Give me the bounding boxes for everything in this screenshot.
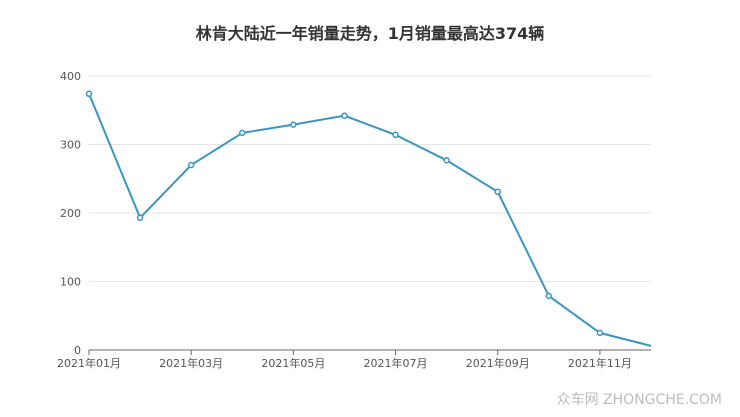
data-point[interactable] bbox=[239, 129, 246, 137]
data-point[interactable] bbox=[341, 112, 348, 119]
series-layer bbox=[85, 90, 652, 347]
y-tick-label: 0 bbox=[74, 344, 81, 357]
x-tick-label: 2021年11月 bbox=[568, 356, 632, 370]
data-point[interactable] bbox=[392, 131, 399, 139]
series-line bbox=[88, 93, 652, 347]
data-point[interactable] bbox=[136, 214, 144, 222]
y-tick-label: 200 bbox=[60, 207, 81, 220]
grid-lines bbox=[89, 75, 651, 282]
y-tick-label: 100 bbox=[60, 276, 81, 289]
chart-title: 林肯大陆近一年销量走势，1月销量最高达374辆 bbox=[195, 24, 545, 43]
data-point[interactable] bbox=[187, 161, 195, 169]
data-point[interactable] bbox=[596, 329, 604, 337]
x-tick-label: 2021年09月 bbox=[466, 356, 530, 370]
x-axis-ticks: 2021年01月 2021年03月 2021年05月 2021年07月 2021年09月… bbox=[57, 350, 632, 370]
x-tick-label: 2021年03月 bbox=[159, 356, 223, 370]
x-tick-label: 2021年05月 bbox=[261, 356, 325, 370]
x-tick-label: 2021年01月 bbox=[57, 356, 121, 370]
data-point[interactable] bbox=[290, 121, 297, 128]
y-tick-label: 300 bbox=[60, 139, 81, 152]
data-point[interactable] bbox=[494, 188, 501, 196]
watermark: 众车网 ZHONGCHE.COM bbox=[556, 392, 722, 408]
y-tick-label: 400 bbox=[60, 70, 81, 83]
data-point[interactable] bbox=[443, 157, 450, 164]
x-tick-label: 2021年07月 bbox=[364, 356, 428, 370]
data-point[interactable] bbox=[545, 292, 553, 300]
data-point[interactable] bbox=[85, 90, 93, 98]
y-axis-ticks: 0 100 200 300 400 bbox=[60, 70, 81, 357]
